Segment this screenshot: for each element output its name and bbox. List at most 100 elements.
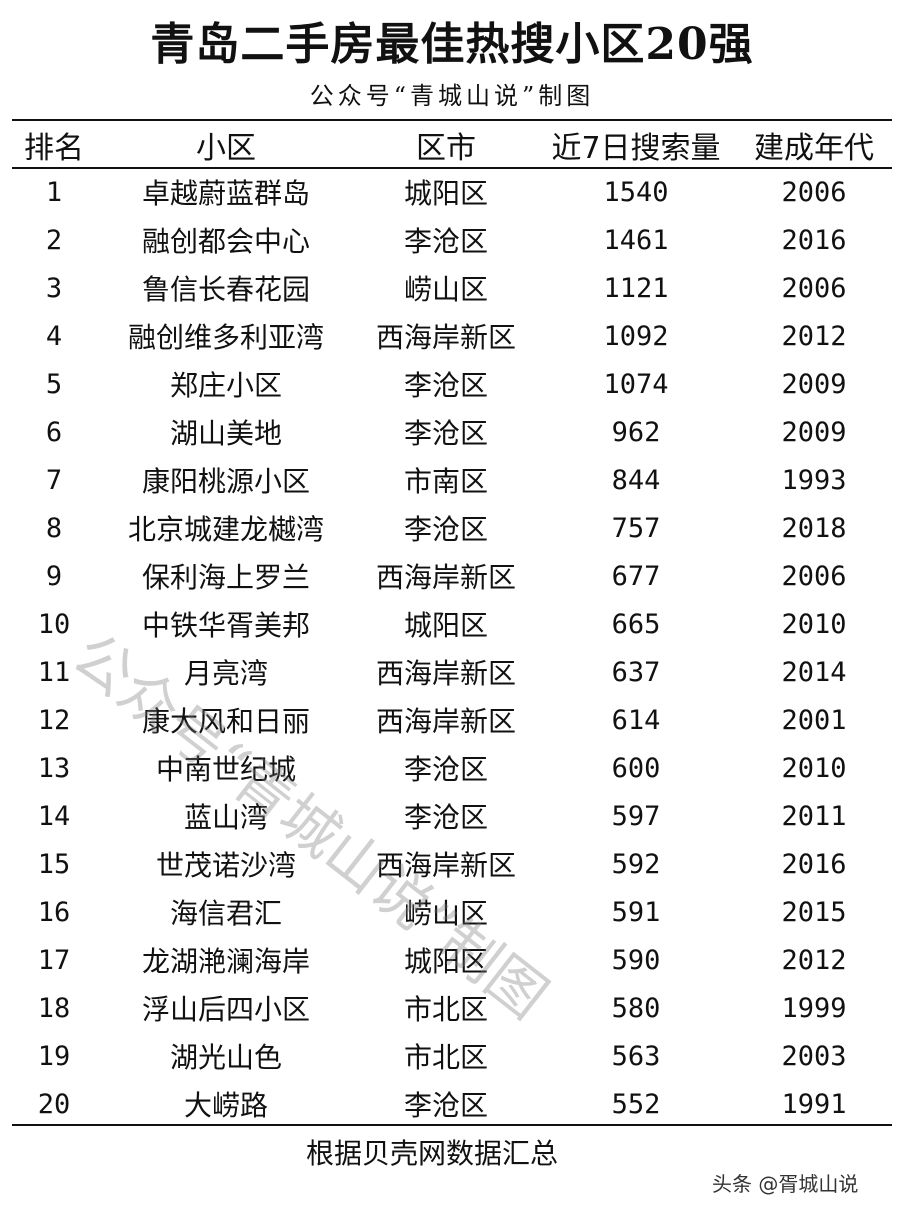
table-row: 3 鲁信长春花园 崂山区 1121 2006 bbox=[12, 264, 892, 312]
table-row: 9 保利海上罗兰 西海岸新区 677 2006 bbox=[12, 552, 892, 600]
cell-year: 2001 bbox=[781, 704, 847, 736]
source-note: 根据贝壳网数据汇总 bbox=[306, 1137, 559, 1170]
cell-searches: 665 bbox=[611, 608, 661, 640]
cell-community: 中铁华胥美邦 bbox=[141, 609, 310, 642]
table-row: 11 月亮湾 西海岸新区 637 2014 bbox=[12, 648, 892, 696]
cell-searches: 590 bbox=[611, 944, 661, 976]
cell-district: 李沧区 bbox=[403, 513, 488, 546]
cell-rank: 13 bbox=[37, 752, 71, 784]
cell-community: 海信君汇 bbox=[169, 897, 282, 930]
cell-district: 西海岸新区 bbox=[375, 321, 516, 354]
cell-district: 城阳区 bbox=[403, 609, 488, 642]
bottom-rule bbox=[12, 1124, 892, 1126]
cell-year: 1999 bbox=[781, 992, 847, 1024]
cell-searches: 580 bbox=[611, 992, 661, 1024]
cell-rank: 2 bbox=[45, 224, 63, 256]
cell-community: 湖山美地 bbox=[169, 417, 282, 450]
cell-rank: 12 bbox=[37, 704, 71, 736]
header-district: 区市 bbox=[416, 131, 476, 166]
cell-searches: 844 bbox=[611, 464, 661, 496]
header-rule bbox=[12, 167, 892, 169]
table-row: 19 湖光山色 市北区 563 2003 bbox=[12, 1032, 892, 1080]
cell-community: 鲁信长春花园 bbox=[141, 273, 310, 306]
top-rule bbox=[12, 119, 892, 121]
cell-community: 湖光山色 bbox=[169, 1041, 282, 1074]
cell-district: 市南区 bbox=[403, 465, 488, 498]
table-row: 20 大崂路 李沧区 552 1991 bbox=[12, 1080, 892, 1128]
cell-year: 2010 bbox=[781, 752, 847, 784]
subtitle: 公众号“青城山说”制图 bbox=[309, 82, 595, 110]
cell-community: 世茂诺沙湾 bbox=[155, 849, 296, 882]
cell-district: 李沧区 bbox=[403, 801, 488, 834]
cell-rank: 18 bbox=[37, 992, 71, 1024]
table-row: 10 中铁华胥美邦 城阳区 665 2010 bbox=[12, 600, 892, 648]
cell-searches: 614 bbox=[611, 704, 661, 736]
cell-district: 西海岸新区 bbox=[375, 657, 516, 690]
table-row: 1 卓越蔚蓝群岛 城阳区 1540 2006 bbox=[12, 168, 892, 216]
cell-searches: 677 bbox=[611, 560, 661, 592]
table-row: 12 康大风和日丽 西海岸新区 614 2001 bbox=[12, 696, 892, 744]
cell-year: 2009 bbox=[781, 368, 847, 400]
cell-searches: 600 bbox=[611, 752, 661, 784]
cell-rank: 17 bbox=[37, 944, 71, 976]
cell-year: 2010 bbox=[781, 608, 847, 640]
ranking-table: 排名 小区 区市 近7日搜索量 建成年代 1 卓越蔚蓝群岛 城阳区 1540 2006 2… bbox=[12, 122, 892, 1128]
cell-community: 郑庄小区 bbox=[169, 369, 282, 402]
cell-year: 2009 bbox=[781, 416, 847, 448]
header-year: 建成年代 bbox=[754, 131, 874, 166]
cell-district: 李沧区 bbox=[403, 369, 488, 402]
table-header-row: 排名 小区 区市 近7日搜索量 建成年代 bbox=[12, 122, 892, 168]
cell-year: 1991 bbox=[781, 1088, 847, 1120]
cell-searches: 637 bbox=[611, 656, 661, 688]
cell-rank: 20 bbox=[37, 1088, 71, 1120]
cell-rank: 5 bbox=[45, 368, 63, 400]
cell-community: 中南世纪城 bbox=[155, 753, 296, 786]
header-searches: 近7日搜索量 bbox=[551, 131, 721, 166]
header-community: 小区 bbox=[196, 131, 256, 166]
cell-searches: 597 bbox=[611, 800, 661, 832]
table-row: 5 郑庄小区 李沧区 1074 2009 bbox=[12, 360, 892, 408]
cell-searches: 592 bbox=[611, 848, 661, 880]
cell-community: 浮山后四小区 bbox=[141, 993, 310, 1026]
table-body: 1 卓越蔚蓝群岛 城阳区 1540 2006 2 融创都会中心 李沧区 1461 2016 3 鲁信长… bbox=[12, 168, 892, 1128]
cell-district: 市北区 bbox=[403, 993, 488, 1026]
cell-year: 2014 bbox=[781, 656, 847, 688]
cell-year: 2012 bbox=[781, 320, 847, 352]
cell-community: 卓越蔚蓝群岛 bbox=[141, 177, 310, 210]
cell-year: 2016 bbox=[781, 224, 847, 256]
platform-watermark: 头条 @胥城山说 bbox=[712, 1172, 859, 1196]
cell-district: 崂山区 bbox=[403, 273, 488, 306]
cell-district: 市北区 bbox=[403, 1041, 488, 1074]
cell-year: 2015 bbox=[781, 896, 847, 928]
cell-searches: 1121 bbox=[603, 272, 669, 304]
cell-rank: 15 bbox=[37, 848, 71, 880]
cell-community: 融创维多利亚湾 bbox=[127, 321, 324, 354]
cell-year: 2018 bbox=[781, 512, 847, 544]
cell-community: 康大风和日丽 bbox=[141, 705, 310, 738]
cell-searches: 1092 bbox=[603, 320, 669, 352]
table-row: 8 北京城建龙樾湾 李沧区 757 2018 bbox=[12, 504, 892, 552]
cell-searches: 1074 bbox=[603, 368, 669, 400]
table-row: 14 蓝山湾 李沧区 597 2011 bbox=[12, 792, 892, 840]
cell-rank: 11 bbox=[37, 656, 71, 688]
cell-year: 2011 bbox=[781, 800, 847, 832]
cell-year: 2006 bbox=[781, 560, 847, 592]
table-row: 13 中南世纪城 李沧区 600 2010 bbox=[12, 744, 892, 792]
cell-community: 保利海上罗兰 bbox=[141, 561, 310, 594]
cell-district: 西海岸新区 bbox=[375, 705, 516, 738]
cell-district: 西海岸新区 bbox=[375, 849, 516, 882]
cell-community: 月亮湾 bbox=[183, 657, 268, 690]
cell-community: 蓝山湾 bbox=[183, 801, 268, 834]
page-title: 青岛二手房最佳热搜小区20强 bbox=[150, 19, 754, 70]
cell-searches: 563 bbox=[611, 1040, 661, 1072]
table-row: 2 融创都会中心 李沧区 1461 2016 bbox=[12, 216, 892, 264]
cell-searches: 1540 bbox=[603, 176, 669, 208]
cell-district: 李沧区 bbox=[403, 225, 488, 258]
cell-rank: 3 bbox=[45, 272, 63, 304]
cell-rank: 8 bbox=[45, 512, 63, 544]
cell-district: 崂山区 bbox=[403, 897, 488, 930]
cell-rank: 16 bbox=[37, 896, 71, 928]
cell-rank: 14 bbox=[37, 800, 71, 832]
table-row: 7 康阳桃源小区 市南区 844 1993 bbox=[12, 456, 892, 504]
cell-community: 康阳桃源小区 bbox=[141, 465, 310, 498]
